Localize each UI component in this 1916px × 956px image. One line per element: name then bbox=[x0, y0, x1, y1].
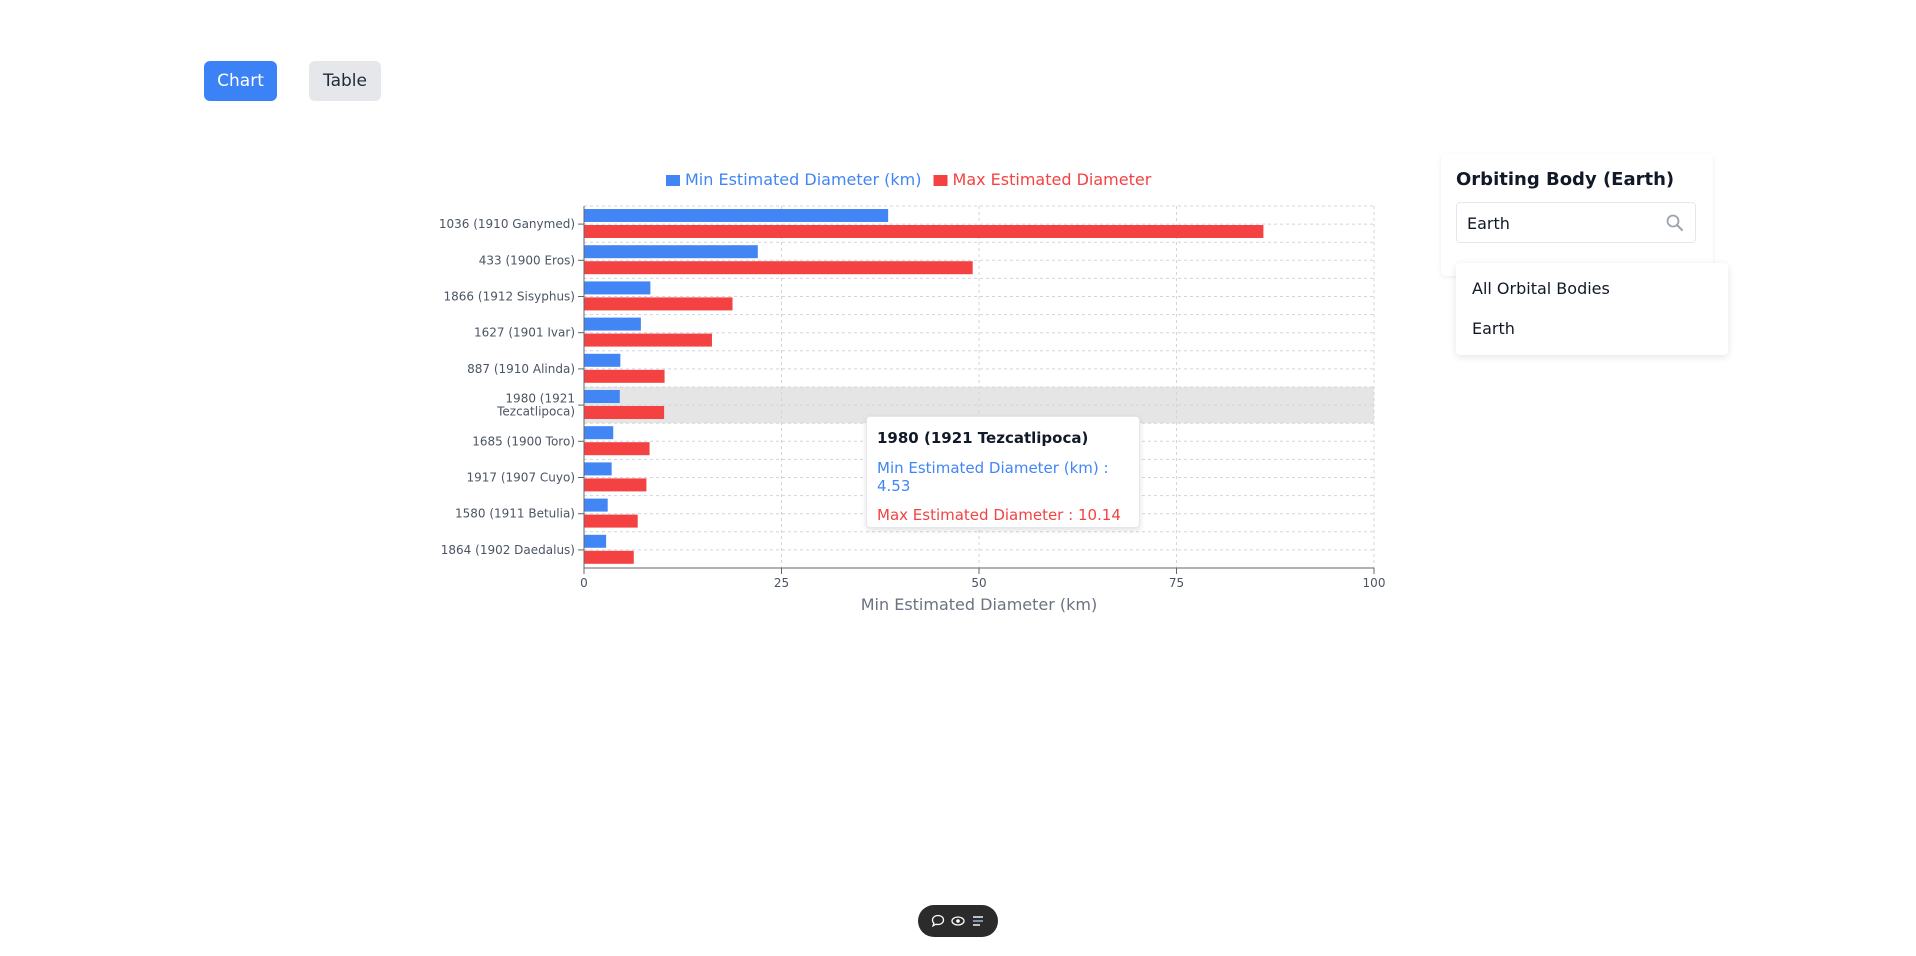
bar-max-diameter bbox=[584, 406, 665, 419]
y-axis-labels: 1036 (1910 Ganymed) 433 (1900 Eros) 1866 (… bbox=[439, 217, 575, 557]
legend-swatch bbox=[666, 175, 680, 186]
bar-min-diameter bbox=[584, 245, 758, 259]
y-tick-label: 1685 (1900 Toro) bbox=[472, 434, 575, 448]
bar-min-diameter bbox=[584, 534, 607, 548]
bar-min-diameter bbox=[584, 390, 620, 403]
search-box bbox=[1456, 202, 1696, 244]
x-tick-label: 0 bbox=[580, 576, 588, 590]
bar-max-diameter bbox=[584, 442, 650, 456]
y-tick-label: 1627 (1901 Ivar) bbox=[474, 326, 575, 340]
chart-bars bbox=[584, 209, 1264, 564]
y-tick-label: 1980 (1921 Tezcatlipoca) bbox=[496, 392, 575, 419]
orbiting-body-search-input[interactable] bbox=[1465, 203, 1665, 244]
filter-title: Orbiting Body (Earth) bbox=[1456, 169, 1675, 190]
x-tick-label: 100 bbox=[1363, 576, 1386, 590]
y-tick-label: 1866 (1912 Sisyphus) bbox=[444, 290, 575, 304]
bar-max-diameter bbox=[584, 478, 647, 492]
dropdown-option-earth[interactable]: Earth bbox=[1472, 319, 1515, 338]
chart-axes bbox=[578, 206, 1375, 574]
y-tick-label: 887 (1910 Alinda) bbox=[467, 362, 575, 376]
legend-swatch bbox=[933, 175, 948, 186]
bar-min-diameter bbox=[584, 281, 651, 295]
search-icon[interactable] bbox=[1665, 213, 1685, 233]
list-icon[interactable] bbox=[970, 913, 986, 929]
x-tick-label: 25 bbox=[774, 576, 789, 590]
y-tick-label: 1864 (1902 Daedalus) bbox=[441, 543, 575, 557]
bar-min-diameter bbox=[584, 353, 621, 367]
legend-label: Min Estimated Diameter (km) bbox=[685, 170, 922, 189]
chart-view-button[interactable]: Chart bbox=[204, 61, 277, 101]
legend-label: Max Estimated Diameter bbox=[953, 170, 1152, 189]
floating-toolbar bbox=[918, 905, 998, 937]
chat-icon[interactable] bbox=[930, 913, 946, 929]
bar-min-diameter bbox=[584, 317, 641, 331]
x-axis-labels: 0 25 50 75 100 bbox=[580, 576, 1385, 590]
y-tick-label: 433 (1900 Eros) bbox=[479, 253, 575, 267]
x-tick-label: 50 bbox=[971, 576, 986, 590]
bar-min-diameter bbox=[584, 462, 612, 476]
dropdown-option-all-orbital-bodies[interactable]: All Orbital Bodies bbox=[1472, 279, 1610, 298]
chart-tooltip: 1980 (1921 Tezcatlipoca) Min Estimated D… bbox=[866, 416, 1140, 528]
y-tick-label: 1917 (1907 Cuyo) bbox=[467, 471, 576, 485]
tooltip-min-value: Min Estimated Diameter (km) : 4.53 bbox=[877, 459, 1109, 495]
y-tick-label-line: Tezcatlipoca) bbox=[496, 405, 575, 419]
orbiting-body-filter: Orbiting Body (Earth) bbox=[1441, 154, 1713, 276]
bar-max-diameter bbox=[584, 550, 634, 564]
bar-max-diameter bbox=[584, 297, 733, 311]
x-axis-title: Min Estimated Diameter (km) bbox=[861, 595, 1098, 614]
y-tick-label: 1580 (1911 Betulia) bbox=[455, 507, 575, 521]
bar-min-diameter bbox=[584, 426, 614, 440]
x-tick-label: 75 bbox=[1169, 576, 1184, 590]
bar-max-diameter bbox=[584, 225, 1264, 238]
y-tick-label: 1036 (1910 Ganymed) bbox=[439, 217, 575, 231]
bar-max-diameter bbox=[584, 369, 665, 383]
chart-legend: Min Estimated Diameter (km) Max Estimated… bbox=[666, 170, 1152, 189]
tooltip-max-value: Max Estimated Diameter : 10.14 bbox=[877, 506, 1121, 524]
y-tick-label-line: 1980 (1921 bbox=[505, 392, 575, 406]
eye-icon[interactable] bbox=[950, 913, 966, 929]
bar-min-diameter bbox=[584, 209, 889, 222]
bar-max-diameter bbox=[584, 261, 973, 275]
bar-max-diameter bbox=[584, 333, 712, 347]
table-view-button[interactable]: Table bbox=[309, 61, 381, 101]
bar-max-diameter bbox=[584, 514, 638, 528]
bar-min-diameter bbox=[584, 498, 608, 512]
orbiting-body-dropdown: All Orbital Bodies Earth bbox=[1456, 263, 1728, 355]
tooltip-title: 1980 (1921 Tezcatlipoca) bbox=[877, 429, 1089, 447]
